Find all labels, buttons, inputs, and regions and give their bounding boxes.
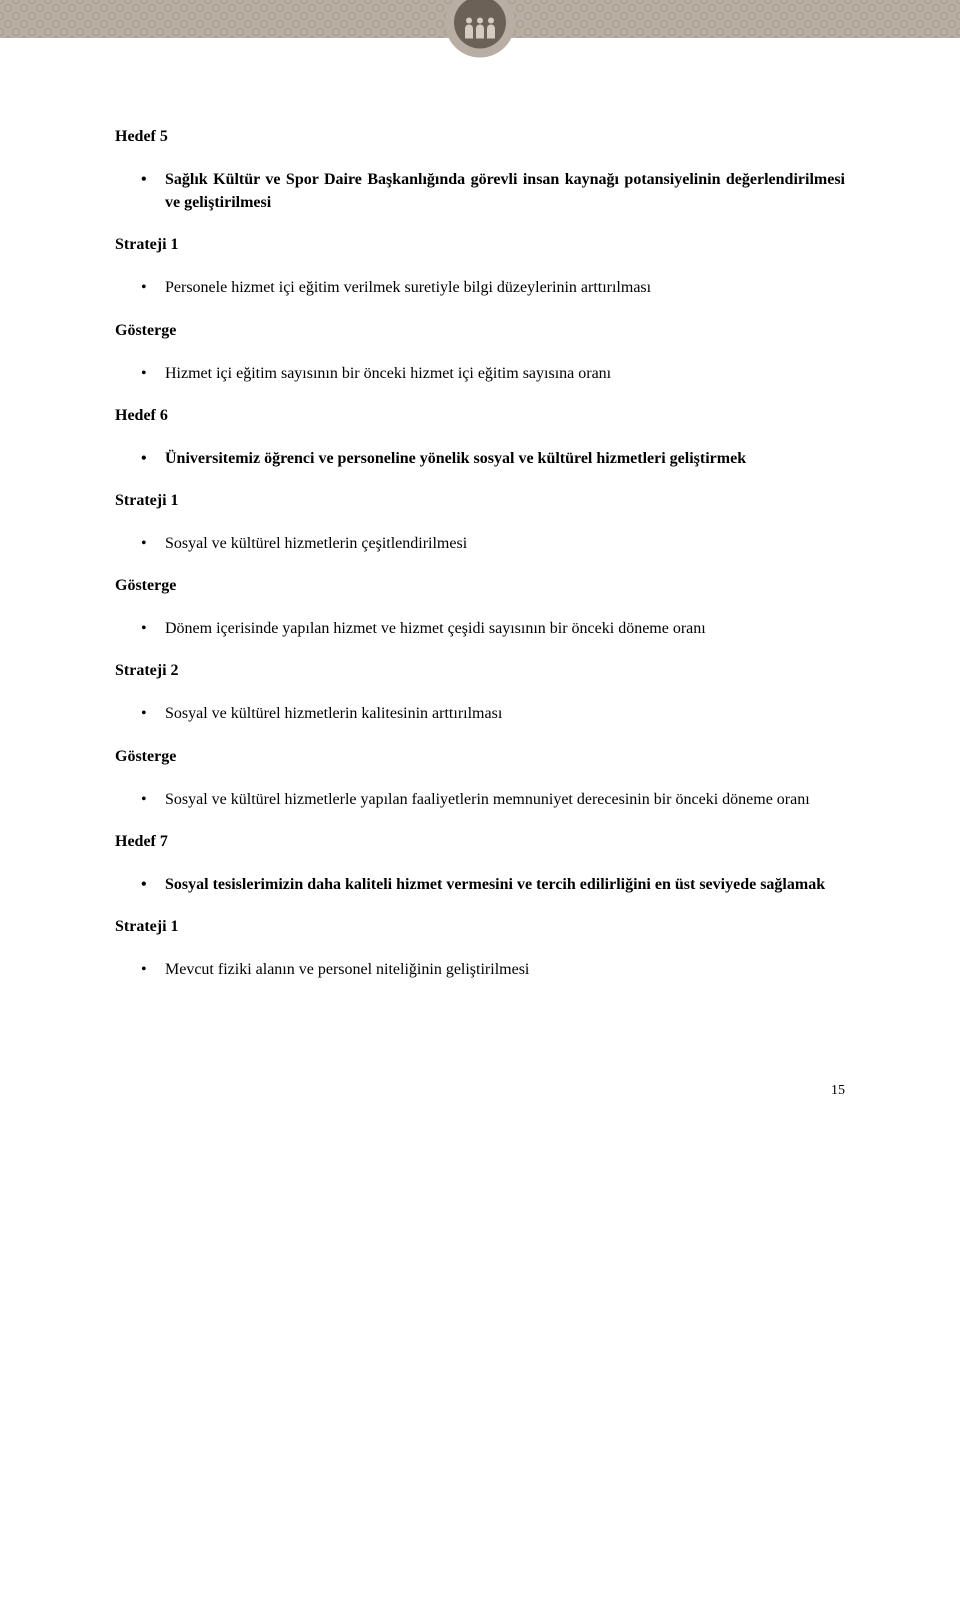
hedef6-strateji2-bullet: Sosyal ve kültürel hizmetlerin kalitesin… — [165, 702, 845, 725]
hedef6-strateji1-bullet: Sosyal ve kültürel hizmetlerin çeşitlend… — [165, 532, 845, 555]
hedef6-gosterge1-title: Gösterge — [115, 577, 845, 595]
header-decorative-pattern — [0, 0, 960, 38]
hedef7-title: Hedef 7 — [115, 833, 845, 851]
hedef6-strateji2-title: Strateji 2 — [115, 662, 845, 680]
hedef5-gosterge-list: Hizmet içi eğitim sayısının bir önceki h… — [115, 362, 845, 385]
emblem-circle — [454, 0, 506, 49]
hedef5-gosterge-bullet: Hizmet içi eğitim sayısının bir önceki h… — [165, 362, 845, 385]
hedef5-strateji1-list: Personele hizmet içi eğitim verilmek sur… — [115, 276, 845, 299]
hedef5-strateji1-bullet: Personele hizmet içi eğitim verilmek sur… — [165, 276, 845, 299]
hedef6-gosterge1-bullet: Dönem içerisinde yapılan hizmet ve hizme… — [165, 617, 845, 640]
people-icon — [465, 18, 495, 39]
hedef6-strateji1-list: Sosyal ve kültürel hizmetlerin çeşitlend… — [115, 532, 845, 555]
document-body: Hedef 5 Sağlık Kültür ve Spor Daire Başk… — [0, 38, 960, 1043]
hedef6-gosterge1-list: Dönem içerisinde yapılan hizmet ve hizme… — [115, 617, 845, 640]
hedef6-gosterge2-list: Sosyal ve kültürel hizmetlerle yapılan f… — [115, 788, 845, 811]
hedef6-strateji1-title: Strateji 1 — [115, 492, 845, 510]
hedef7-list: Sosyal tesislerimizin daha kaliteli hizm… — [115, 873, 845, 896]
hedef5-gosterge-title: Gösterge — [115, 322, 845, 340]
hedef7-bullet: Sosyal tesislerimizin daha kaliteli hizm… — [165, 873, 845, 896]
hedef5-strateji1-title: Strateji 1 — [115, 236, 845, 254]
hedef6-list: Üniversitemiz öğrenci ve personeline yön… — [115, 447, 845, 470]
hedef6-bullet: Üniversitemiz öğrenci ve personeline yön… — [165, 447, 845, 470]
hedef6-gosterge2-bullet: Sosyal ve kültürel hizmetlerle yapılan f… — [165, 788, 845, 811]
hedef7-strateji1-list: Mevcut fiziki alanın ve personel niteliğ… — [115, 958, 845, 981]
hedef6-title: Hedef 6 — [115, 407, 845, 425]
hedef7-strateji1-bullet: Mevcut fiziki alanın ve personel niteliğ… — [165, 958, 845, 981]
page-number: 15 — [0, 1083, 960, 1119]
hedef7-strateji1-title: Strateji 1 — [115, 918, 845, 936]
hedef5-list: Sağlık Kültür ve Spor Daire Başkanlığınd… — [115, 168, 845, 214]
hedef6-strateji2-list: Sosyal ve kültürel hizmetlerin kalitesin… — [115, 702, 845, 725]
hedef5-bullet: Sağlık Kültür ve Spor Daire Başkanlığınd… — [165, 168, 845, 214]
hedef6-gosterge2-title: Gösterge — [115, 748, 845, 766]
hedef5-title: Hedef 5 — [115, 128, 845, 146]
